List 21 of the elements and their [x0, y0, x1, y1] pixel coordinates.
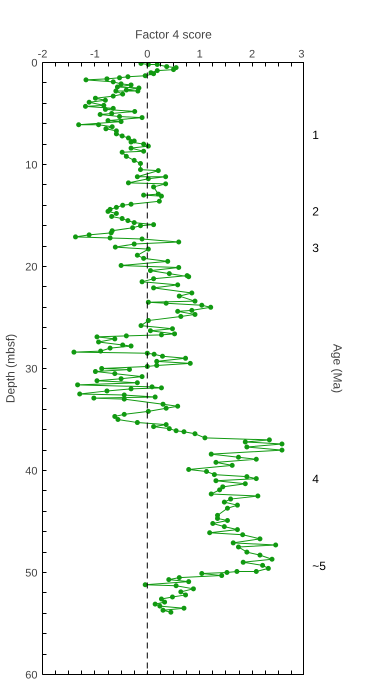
x-axis-title: Factor 4 score — [135, 28, 212, 42]
text: ~5 — [312, 559, 326, 574]
x-tick-label: -1 — [90, 48, 100, 60]
x-tick-label: 1 — [196, 48, 203, 60]
x-tick-label: 0 — [144, 48, 150, 60]
y-tick-label: 30 — [25, 364, 38, 376]
y-tick-label: 60 — [25, 670, 38, 682]
text: 2 — [312, 204, 320, 219]
x-tick-label: -2 — [38, 48, 48, 60]
y-tick-label: 40 — [25, 466, 38, 478]
y-tick-label: 20 — [25, 262, 38, 274]
y-tick-label: 0 — [31, 58, 38, 70]
y-axis-title: Depth (mbsf) — [3, 334, 18, 404]
text: 4 — [312, 472, 320, 486]
text: 3 — [312, 240, 320, 255]
text: 1 — [312, 128, 320, 142]
x-tick-label: 3 — [298, 48, 305, 60]
y2-axis-title: Age (Ma) — [330, 344, 344, 394]
x-tick-label: 2 — [249, 48, 256, 60]
y-tick-label: 50 — [25, 568, 38, 580]
y-tick-label: 10 — [25, 160, 38, 172]
